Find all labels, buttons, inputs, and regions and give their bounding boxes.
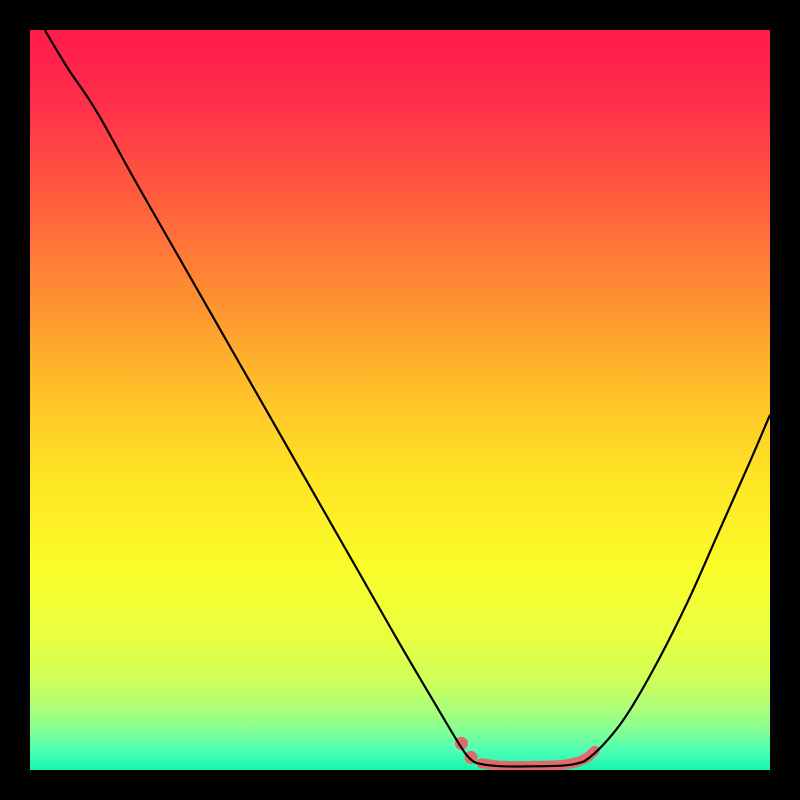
frame-top (0, 0, 800, 30)
curve-path (45, 30, 770, 767)
frame-bottom (0, 770, 800, 800)
plot-area (30, 30, 770, 770)
frame-right (770, 0, 800, 800)
bottleneck-curve-svg (30, 30, 770, 770)
frame-left (0, 0, 30, 800)
